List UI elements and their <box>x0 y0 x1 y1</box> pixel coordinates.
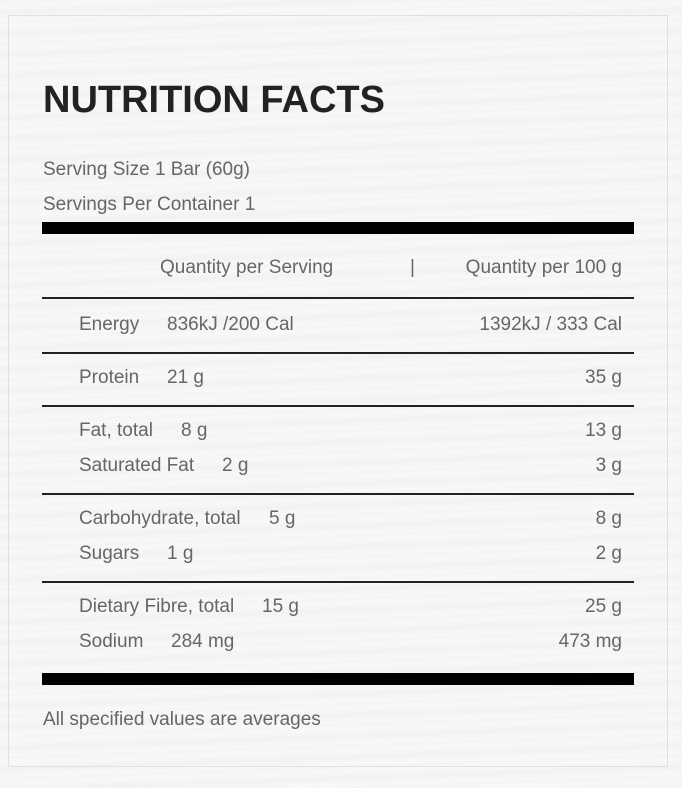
servings-per-container: Servings Per Container 1 <box>43 194 256 215</box>
nutrient-name: Saturated Fat <box>79 455 195 476</box>
column-separator: | <box>410 257 415 278</box>
per-100g-value: 25 g <box>585 596 622 617</box>
nutrient-name: Energy <box>79 314 140 335</box>
per-100g-value: 8 g <box>595 508 622 529</box>
serving-size: Serving Size 1 Bar (60g) <box>43 159 250 180</box>
divider-thick <box>42 222 634 234</box>
per-100g-value: 35 g <box>585 367 622 388</box>
per-serving-value: 8 g <box>181 420 208 441</box>
per-serving-value: 5 g <box>269 508 296 529</box>
per-serving-value: 2 g <box>222 455 249 476</box>
per-serving-value: 1 g <box>167 543 194 564</box>
divider <box>42 405 634 407</box>
divider <box>42 352 634 354</box>
divider <box>42 297 634 299</box>
per-serving-value: 21 g <box>167 367 204 388</box>
per-serving-value: 836kJ /200 Cal <box>167 314 294 335</box>
nutrient-name: Dietary Fibre, total <box>79 596 235 617</box>
divider-thick <box>42 673 634 685</box>
card <box>8 15 668 767</box>
divider <box>42 581 634 583</box>
divider <box>42 493 634 495</box>
column-header: Quantity per 100 g <box>465 257 622 278</box>
per-100g-value: 13 g <box>585 420 622 441</box>
per-100g-value: 473 mg <box>558 631 622 652</box>
column-header: Quantity per Serving <box>160 257 334 278</box>
title: NUTRITION FACTS <box>43 79 385 121</box>
per-100g-value: 3 g <box>595 455 622 476</box>
nutrient-name: Protein <box>79 367 140 388</box>
nutrient-name: Fat, total <box>79 420 153 441</box>
per-serving-value: 284 mg <box>171 631 235 652</box>
nutrient-name: Sodium <box>79 631 144 652</box>
per-100g-value: 1392kJ / 333 Cal <box>479 314 622 335</box>
per-serving-value: 15 g <box>262 596 299 617</box>
nutrient-name: Carbohydrate, total <box>79 508 241 529</box>
per-100g-value: 2 g <box>595 543 622 564</box>
nutrient-name: Sugars <box>79 543 140 564</box>
footnote: All specified values are averages <box>43 709 321 730</box>
